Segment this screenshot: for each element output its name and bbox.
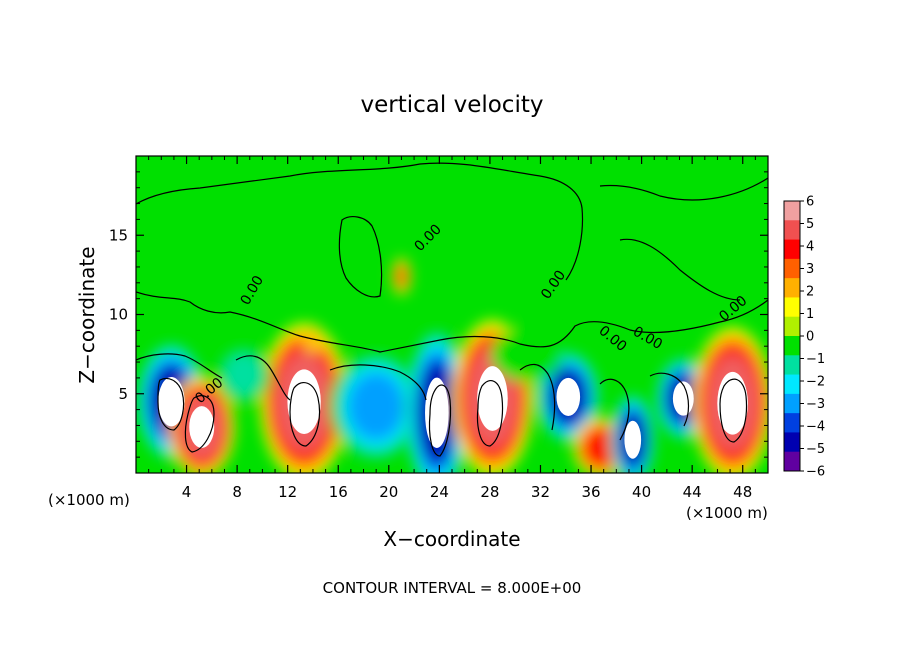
y-axis: 5 10 15 — [109, 171, 768, 458]
colorbar-swatch — [784, 201, 800, 221]
colorbar-tick-label: 1 — [806, 307, 814, 322]
field-core — [624, 420, 642, 459]
x-tick-label: 12 — [278, 483, 297, 501]
contour-line — [476, 380, 504, 447]
colorbar-tick-label: 2 — [806, 285, 814, 300]
colorbar-tick-label: −1 — [806, 352, 825, 367]
colorbar-tick-label: −2 — [806, 375, 825, 390]
field-blob — [584, 429, 618, 466]
x-tick-label: 28 — [480, 483, 499, 501]
field-blob — [306, 328, 320, 349]
contour-line — [649, 372, 690, 427]
x-unit-label-left: (×1000 m) — [48, 491, 130, 509]
x-tick-label: 40 — [632, 483, 651, 501]
contour-line — [599, 378, 630, 441]
field-blob — [348, 372, 405, 441]
colorbar-tick-label: 3 — [806, 262, 814, 277]
colorbar-tick-label: 5 — [806, 217, 814, 232]
field-core — [425, 377, 449, 448]
colorbar-tick-label: 6 — [806, 195, 814, 210]
field-core — [672, 381, 694, 416]
colorbar-swatch — [784, 258, 800, 279]
field-core — [158, 376, 185, 427]
contour-line — [619, 238, 741, 301]
colorbar-swatch — [784, 316, 800, 337]
colorbar-swatch — [784, 239, 800, 260]
contour-line — [428, 384, 452, 457]
contour-line — [136, 353, 223, 379]
velocity-field — [136, 258, 768, 473]
field-core — [189, 406, 215, 448]
chart-title: vertical velocity — [361, 92, 544, 118]
colorbar-swatch — [784, 451, 800, 472]
y-tick-label: 10 — [109, 306, 128, 324]
field-core — [287, 369, 321, 435]
colorbar-tick-label: −4 — [806, 420, 825, 435]
y-axis-label: Z−coordinate — [75, 246, 99, 383]
colorbar-swatch — [784, 413, 800, 433]
contour-line — [157, 377, 185, 431]
colorbar-swatch — [784, 393, 800, 414]
x-tick-label: 24 — [430, 483, 449, 501]
field-core — [477, 366, 508, 431]
field-blob — [395, 264, 408, 289]
x-tick-label: 32 — [531, 483, 550, 501]
contour-interval-note: CONTOUR INTERVAL = 8.000E+00 — [323, 579, 582, 597]
x-tick-label: 36 — [581, 483, 600, 501]
plot-area: 0.00 0.00 0.00 0.00 0.00 0.00 0.00 — [136, 156, 768, 473]
field-blob — [491, 326, 565, 382]
x-tick-label: 8 — [232, 483, 242, 501]
colorbar-tick-label: −3 — [806, 397, 825, 412]
colorbar-ticks: 6 5 4 3 2 1 0 −1 −2 −3 −4 −5 −6 — [800, 195, 825, 480]
colorbar-tick-label: −6 — [806, 465, 825, 480]
x-axis-label: X−coordinate — [383, 527, 520, 551]
x-tick-label: 44 — [683, 483, 702, 501]
colorbar-swatch — [784, 297, 800, 318]
y-tick-label: 15 — [109, 226, 128, 244]
x-tick-label: 16 — [329, 483, 348, 501]
x-unit-label-right: (×1000 m) — [686, 504, 768, 522]
contour-line — [235, 355, 291, 401]
colorbar-swatch — [784, 278, 800, 298]
contour-line — [329, 364, 427, 401]
colorbar-swatch — [784, 220, 800, 241]
colorbar-swatch — [784, 355, 800, 376]
x-axis: 4 8 12 16 20 24 28 32 36 40 44 48 — [148, 156, 756, 501]
x-tick-label: 4 — [182, 483, 192, 501]
y-tick-label: 5 — [118, 385, 128, 403]
contour-line — [289, 381, 321, 447]
contour-line — [184, 395, 215, 453]
x-tick-label: 48 — [733, 483, 752, 501]
field-core — [717, 371, 748, 435]
colorbar-tick-label: 4 — [806, 240, 814, 255]
colorbar-tick-label: 0 — [806, 330, 814, 345]
colorbar-swatch — [784, 336, 800, 356]
contour-line — [136, 162, 584, 281]
colorbar-swatch — [784, 432, 800, 453]
contour-line — [519, 363, 556, 431]
colorbar-swatch — [784, 374, 800, 395]
x-tick-label: 20 — [379, 483, 398, 501]
contour-line — [136, 291, 768, 353]
colorbar — [783, 200, 801, 472]
contour-line — [599, 177, 768, 201]
contour-line — [719, 378, 748, 443]
field-core — [556, 377, 581, 416]
contour-lines — [136, 162, 768, 457]
colorbar-tick-label: −5 — [806, 442, 825, 457]
contour-line — [338, 216, 383, 298]
field-blob — [223, 352, 264, 397]
